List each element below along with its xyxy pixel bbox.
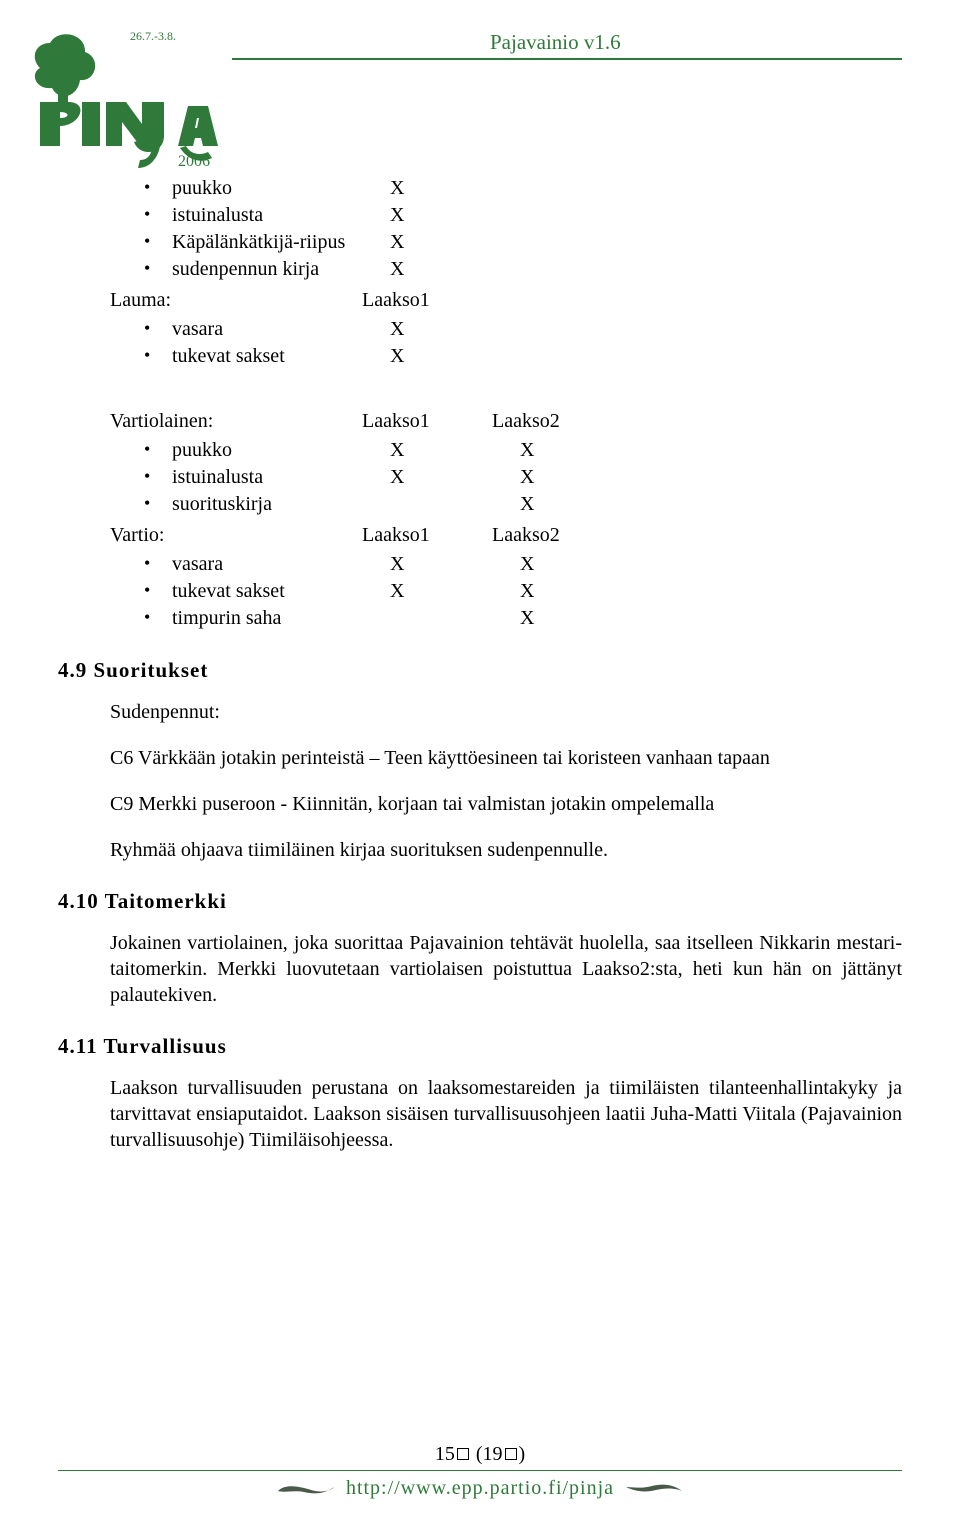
s49-p1: Sudenpennut: — [110, 699, 902, 725]
heading-4-10: 4.10 Taitomerkki — [58, 889, 902, 914]
header-rule — [232, 58, 902, 60]
item-v1: X — [390, 229, 520, 256]
item-v1: X — [390, 578, 520, 605]
s49-p2: C6 Värkkään jotakin perinteistä – Teen k… — [110, 745, 902, 771]
group-h2: Laakso2 — [492, 524, 622, 547]
footer-pages: 15 (19) — [58, 1443, 902, 1466]
item-label: timpurin saha — [172, 605, 390, 632]
footer-rule — [58, 1470, 902, 1472]
group-label: Vartio: — [110, 524, 362, 547]
s49-p3: C9 Merkki puseroon - Kiinnitän, korjaan … — [110, 791, 902, 817]
page-current: 15 — [435, 1443, 455, 1465]
logo-date: 26.7.-3.8. — [130, 29, 176, 43]
group-label: Lauma: — [110, 289, 362, 312]
ornament-right-icon — [624, 1481, 684, 1497]
s49-p4: Ryhmää ohjaava tiimiläinen kirjaa suorit… — [110, 837, 902, 863]
list-block1-2: vasaraX tukevat saksetX — [144, 316, 902, 370]
group-h2: Laakso2 — [492, 410, 622, 433]
block2-group2-header: Vartio: Laakso1 Laakso2 — [110, 524, 902, 547]
group-label: Vartiolainen: — [110, 410, 362, 433]
heading-4-11: 4.11 Turvallisuus — [58, 1034, 902, 1059]
page-footer: 15 (19) http://www.epp.partio.fi/pinja — [58, 1443, 902, 1501]
item-v1: X — [390, 175, 520, 202]
page-content: puukkoX istuinalustaX Käpälänkätkijä-rii… — [0, 175, 960, 1153]
item-v1: X — [390, 551, 520, 578]
heading-4-9: 4.9 Suoritukset — [58, 658, 902, 683]
item-v1: X — [390, 202, 520, 229]
item-v1: X — [390, 343, 520, 370]
item-v1: X — [390, 464, 520, 491]
footer-url: http://www.epp.partio.fi/pinja — [346, 1477, 614, 1500]
item-label: vasara — [172, 316, 390, 343]
group-h1: Laakso1 — [362, 289, 492, 312]
item-label: sudenpennun kirja — [172, 256, 390, 283]
s411-p1: Laakson turvallisuuden perustana on laak… — [110, 1075, 902, 1153]
item-v2: X — [520, 437, 650, 464]
footer-url-row: http://www.epp.partio.fi/pinja — [58, 1477, 902, 1500]
s410-p1: Jokainen vartiolainen, joka suorittaa Pa… — [110, 930, 902, 1008]
item-label: puukko — [172, 175, 390, 202]
logo: 26.7.-3.8. 2006 — [30, 18, 220, 173]
item-v1 — [390, 491, 520, 518]
item-v2: X — [520, 605, 650, 632]
item-v2: X — [520, 491, 650, 518]
block1-group-header: Lauma: Laakso1 — [110, 289, 902, 312]
item-label: tukevat sakset — [172, 343, 390, 370]
item-v2: X — [520, 464, 650, 491]
group-h1: Laakso1 — [362, 524, 492, 547]
item-v2: X — [520, 551, 650, 578]
logo-year: 2006 — [178, 153, 210, 170]
item-label: puukko — [172, 437, 390, 464]
page-total: 19 — [483, 1443, 503, 1465]
placeholder-box-icon — [505, 1448, 517, 1460]
group-h1: Laakso1 — [362, 410, 492, 433]
item-v2: X — [520, 578, 650, 605]
item-label: suorituskirja — [172, 491, 390, 518]
item-v1: X — [390, 256, 520, 283]
header-title: Pajavainio v1.6 — [490, 30, 621, 55]
list-block2-2: vasaraXX tukevat saksetXX timpurin sahaX — [144, 551, 902, 632]
list-block1-1: puukkoX istuinalustaX Käpälänkätkijä-rii… — [144, 175, 902, 283]
block2-group1-header: Vartiolainen: Laakso1 Laakso2 — [110, 410, 902, 433]
page-header: 26.7.-3.8. 2006 Pajavainio v1.6 — [0, 0, 960, 175]
item-v1 — [390, 605, 520, 632]
item-label: istuinalusta — [172, 464, 390, 491]
placeholder-box-icon — [457, 1448, 469, 1460]
item-label: Käpälänkätkijä-riipus — [172, 229, 390, 256]
item-v1: X — [390, 316, 520, 343]
item-label: tukevat sakset — [172, 578, 390, 605]
list-block2-1: puukkoXX istuinalustaXX suorituskirjaX — [144, 437, 902, 518]
item-label: istuinalusta — [172, 202, 390, 229]
ornament-left-icon — [276, 1481, 336, 1497]
item-label: vasara — [172, 551, 390, 578]
item-v1: X — [390, 437, 520, 464]
